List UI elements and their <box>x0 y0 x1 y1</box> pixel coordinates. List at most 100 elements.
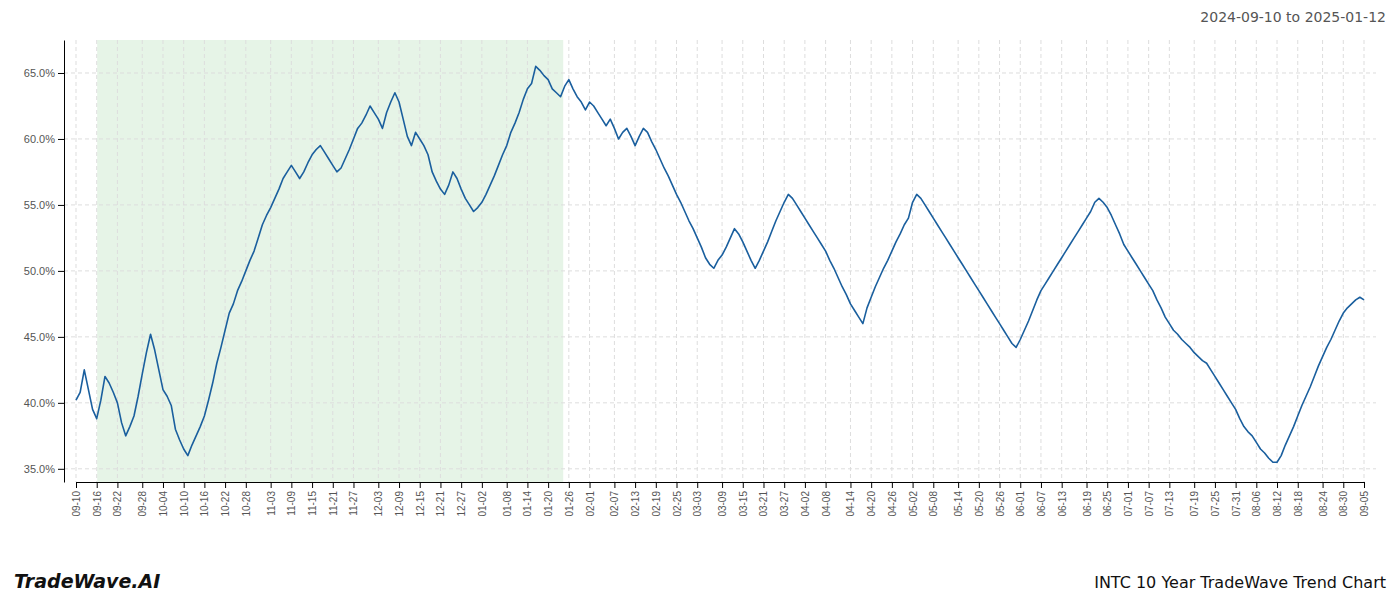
x-tick-label: 05-20 <box>974 491 985 517</box>
y-tick-mark <box>58 403 64 404</box>
x-tick: 01-26 <box>564 482 575 517</box>
x-tick: 11-03 <box>266 482 277 516</box>
x-tick: 05-14 <box>953 482 964 517</box>
x-tick-label: 11-27 <box>348 491 359 516</box>
x-tick-mark <box>482 482 483 488</box>
x-tick: 04-02 <box>800 482 811 517</box>
x-tick-mark <box>97 482 98 488</box>
x-tick-mark <box>378 482 379 488</box>
x-tick: 04-20 <box>866 482 877 517</box>
x-tick: 05-26 <box>995 482 1006 517</box>
x-tick-label: 04-14 <box>845 491 856 517</box>
x-grid-line <box>722 40 723 482</box>
y-tick-mark <box>58 205 64 206</box>
x-grid-line <box>1277 40 1278 482</box>
x-tick-label: 04-20 <box>866 491 877 517</box>
x-tick-mark <box>1107 482 1108 488</box>
x-tick: 12-09 <box>394 482 405 517</box>
x-tick-mark <box>225 482 226 488</box>
x-tick-mark <box>440 482 441 488</box>
x-tick-mark <box>763 482 764 488</box>
x-grid-line <box>142 40 143 482</box>
y-tick: 50.0% <box>24 265 64 277</box>
x-tick-label: 08-30 <box>1338 491 1349 517</box>
x-tick: 02-07 <box>609 482 620 517</box>
x-tick-mark <box>913 482 914 488</box>
x-tick-mark <box>892 482 893 488</box>
x-tick-label: 12-15 <box>415 491 426 517</box>
x-tick: 12-27 <box>456 482 467 517</box>
y-tick-label: 50.0% <box>24 265 55 277</box>
x-grid-line <box>891 40 892 482</box>
x-tick-mark <box>312 482 313 488</box>
x-tick-mark <box>1323 482 1324 488</box>
x-grid-line <box>1235 40 1236 482</box>
x-grid-line <box>568 40 569 482</box>
x-grid-line <box>1343 40 1344 482</box>
x-tick: 08-24 <box>1318 482 1329 517</box>
x-tick: 06-01 <box>1015 482 1026 517</box>
x-tick-label: 01-08 <box>502 491 513 517</box>
x-tick-label: 05-02 <box>908 491 919 517</box>
x-grid-line <box>481 40 482 482</box>
x-axis-line <box>77 482 1365 483</box>
x-tick-mark <box>1128 482 1129 488</box>
x-tick-label: 05-14 <box>953 491 964 517</box>
y-tick-label: 55.0% <box>24 199 55 211</box>
x-grid-line <box>527 40 528 482</box>
x-tick-mark <box>1343 482 1344 488</box>
x-tick: 05-02 <box>908 482 919 517</box>
x-tick-mark <box>1020 482 1021 488</box>
y-grid-line <box>64 204 1376 205</box>
x-tick: 03-21 <box>758 482 769 517</box>
plot-area <box>64 40 1376 482</box>
shaded-span <box>97 40 563 482</box>
x-tick-mark <box>656 482 657 488</box>
x-tick: 02-19 <box>651 482 662 517</box>
x-tick-label: 08-24 <box>1318 491 1329 517</box>
x-grid-line <box>461 40 462 482</box>
x-tick-label: 08-18 <box>1293 491 1304 517</box>
x-tick-mark <box>117 482 118 488</box>
x-tick-mark <box>163 482 164 488</box>
x-tick-label: 09-28 <box>137 491 148 517</box>
x-tick-label: 02-25 <box>672 491 683 517</box>
x-tick: 02-13 <box>630 482 641 517</box>
x-tick-label: 01-14 <box>522 491 533 517</box>
title: INTC 10 Year TradeWave Trend Chart <box>1094 573 1386 592</box>
x-tick-mark <box>76 482 77 488</box>
x-tick: 11-21 <box>328 482 339 516</box>
chart-svg: 09-1009-1609-2209-2810-0410-1010-1610-22… <box>0 0 1400 600</box>
x-tick: 02-01 <box>585 482 596 517</box>
x-tick-label: 03-15 <box>738 491 749 517</box>
x-grid-line <box>1127 40 1128 482</box>
x-grid-line <box>1214 40 1215 482</box>
y-tick-label: 65.0% <box>24 67 55 79</box>
x-tick-label: 06-01 <box>1015 491 1026 517</box>
x-tick-mark <box>590 482 591 488</box>
x-tick: 08-12 <box>1272 482 1283 517</box>
chart-container: 09-1009-1609-2209-2810-0410-1010-1610-22… <box>0 0 1400 600</box>
x-tick: 01-02 <box>477 482 488 517</box>
x-tick: 09-10 <box>71 482 82 517</box>
x-tick: 04-08 <box>821 482 832 517</box>
x-grid-line <box>978 40 979 482</box>
x-tick-label: 02-01 <box>585 491 596 517</box>
x-tick-mark <box>677 482 678 488</box>
x-grid-line <box>1256 40 1257 482</box>
x-tick-label: 12-27 <box>456 491 467 517</box>
x-tick: 02-25 <box>672 482 683 517</box>
x-tick-label: 09-16 <box>92 491 103 517</box>
x-grid-line <box>655 40 656 482</box>
x-tick-label: 11-09 <box>286 491 297 516</box>
x-grid-line <box>958 40 959 482</box>
x-grid-line <box>804 40 805 482</box>
x-tick-mark <box>399 482 400 488</box>
y-tick: 60.0% <box>24 133 64 145</box>
x-tick-mark <box>271 482 272 488</box>
x-tick-mark <box>743 482 744 488</box>
x-tick: 08-30 <box>1338 482 1349 517</box>
x-grid-line <box>1364 40 1365 482</box>
x-tick-label: 03-21 <box>758 491 769 517</box>
x-tick-label: 01-02 <box>477 491 488 517</box>
